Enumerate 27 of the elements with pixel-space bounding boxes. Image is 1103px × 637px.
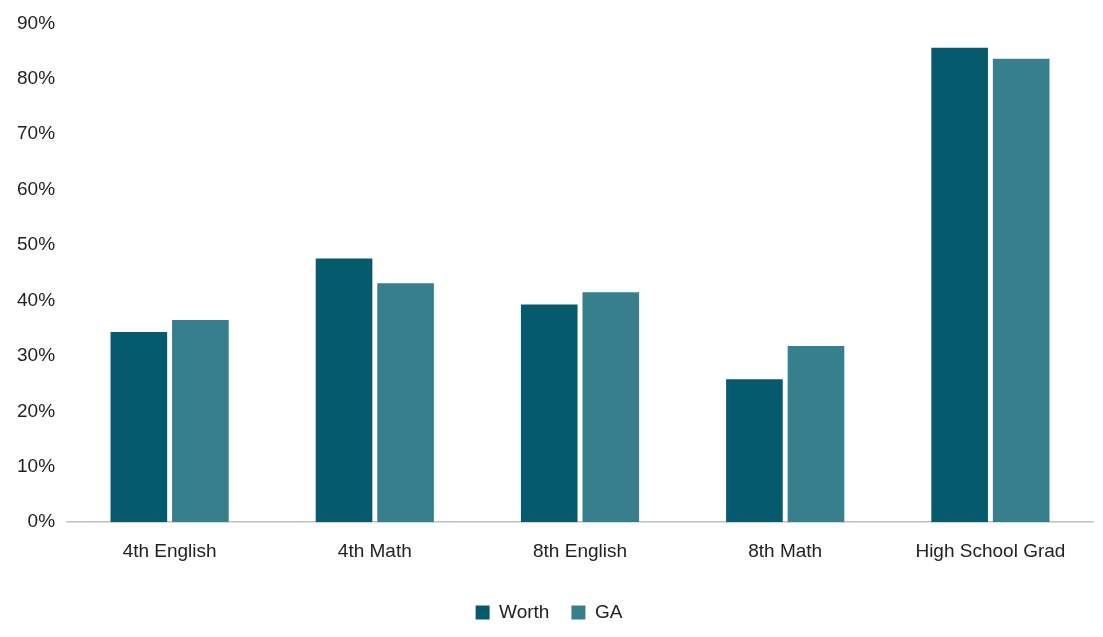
bar [520,304,578,523]
y-tick-label: 10% [17,455,56,477]
y-tick-label: 50% [17,233,56,255]
bar [110,332,168,523]
bar [992,58,1050,523]
y-tick-label: 40% [17,288,56,310]
y-tick-label: 90% [17,11,56,33]
bar [315,258,373,523]
x-tick-label: 4th Math [337,539,412,561]
y-tick-label: 70% [17,122,56,144]
y-tick-label: 60% [17,177,56,199]
x-tick-label: 4th English [122,539,217,561]
bar [377,283,434,523]
bar [726,379,783,523]
y-tick-label: 20% [17,399,56,421]
bar [582,292,640,523]
x-tick-label: 8th Math [748,539,823,561]
bar [172,319,229,523]
bar [787,345,845,523]
x-tick-label: 8th English [533,539,628,561]
legend-label: Worth [499,600,550,622]
y-tick-label: 80% [17,67,56,89]
x-tick-label: High School Grad [915,539,1066,561]
bar [931,47,988,523]
legend-label: GA [594,600,623,622]
y-tick-label: 30% [17,344,56,366]
y-tick-label: 0% [27,510,56,532]
